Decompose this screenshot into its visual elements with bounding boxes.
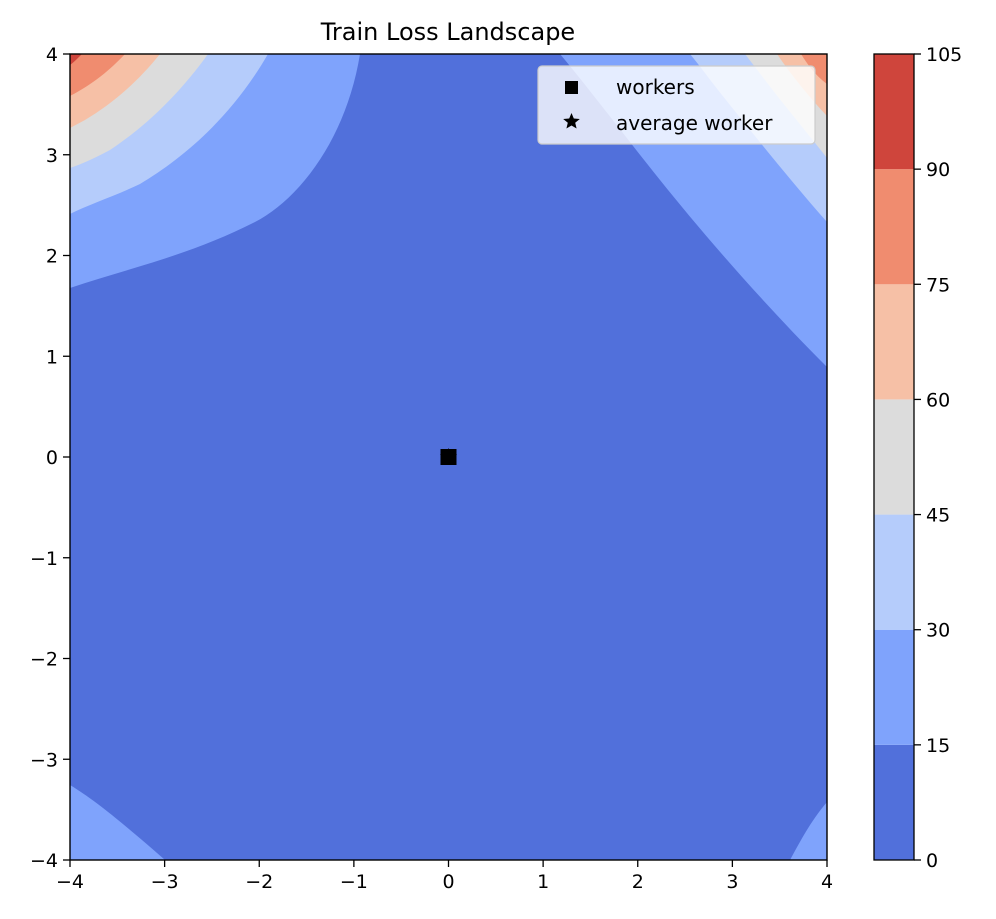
colorbar-tick-label: 0 [926,850,938,872]
colorbar-band [874,54,914,170]
legend-label-average-worker: average worker [616,111,773,135]
colorbar-tick-label: 15 [926,735,950,757]
legend-label-workers: workers [616,75,695,99]
contour-band-bottom-right-15-30 [790,802,827,860]
contour-band-top-left-90-105 [70,54,82,65]
y-axis: −4 −3 −2 −1 0 1 2 3 4 [30,44,70,872]
colorbar: 0 15 30 45 60 75 90 105 [873,44,962,872]
x-tick-label: −2 [245,871,273,893]
y-tick-label: 0 [46,447,58,469]
colorbar-tick-label: 90 [926,159,950,181]
contour-band-top-left-75-90 [70,54,125,96]
colorbar-tick-label: 30 [926,620,950,642]
legend: workers average worker [537,65,816,145]
x-axis: −4 −3 −2 −1 0 1 2 3 4 [56,860,833,893]
x-tick-label: 2 [632,871,644,893]
average-worker-point [439,448,458,465]
colorbar-band [874,399,914,515]
colorbar-band [874,169,914,285]
y-tick-label: −3 [30,749,58,771]
colorbar-tick-label: 105 [926,44,962,66]
x-tick-label: 4 [821,871,833,893]
chart-title: Train Loss Landscape [320,18,575,46]
points-layer [439,448,458,465]
legend-box [537,65,816,145]
colorbar-tick-label: 75 [926,274,950,296]
y-tick-label: 4 [46,44,58,66]
y-tick-label: −2 [30,649,58,671]
x-tick-label: 0 [442,871,454,893]
colorbar-band [874,629,914,745]
colorbar-band [874,284,914,400]
colorbar-band [874,744,914,860]
legend-marker-star-icon [563,113,580,129]
y-tick-label: −1 [30,548,58,570]
colorbar-tick-label: 45 [926,505,950,527]
contour-band-bottom-left-15-30 [70,785,165,860]
x-tick-label: −3 [151,871,179,893]
y-tick-label: 2 [46,246,58,268]
colorbar-frame [873,53,915,861]
y-tick-label: 3 [46,145,58,167]
x-tick-label: −1 [340,871,368,893]
x-tick-label: 1 [537,871,549,893]
y-tick-label: 1 [46,346,58,368]
x-tick-label: 3 [726,871,738,893]
y-tick-label: −4 [30,850,58,872]
legend-marker-square-icon [565,81,578,94]
colorbar-band [874,514,914,630]
colorbar-tick-label: 60 [926,389,950,411]
x-tick-label: −4 [56,871,84,893]
